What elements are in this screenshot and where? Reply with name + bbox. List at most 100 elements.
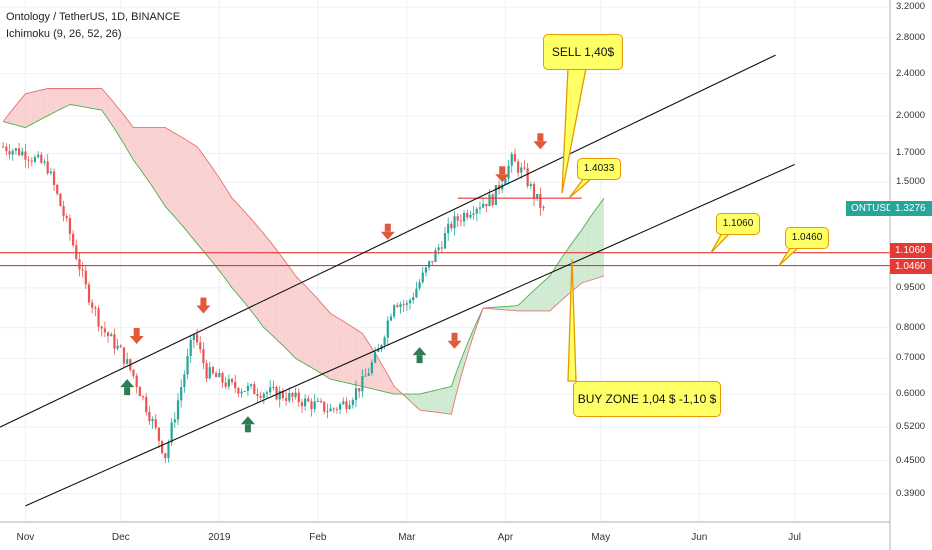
cloud-segment [47,88,51,116]
candle [523,160,526,171]
candle-body [122,347,126,364]
candle-body [304,398,307,407]
candle-body [138,387,141,397]
candle-body [126,359,129,364]
candle-body [40,154,43,163]
cloud-segment [419,393,423,411]
candle [145,393,148,416]
price-tick-label: 0.6000 [896,388,926,400]
candle-body [358,388,361,392]
candle-body [237,388,240,394]
cloud-segment [76,88,80,107]
level-high-tag: 1.1060 [890,243,932,258]
price-tick-label: 0.7000 [896,352,926,364]
cloud-segment [254,222,258,320]
candle [141,395,145,401]
candle [291,391,294,403]
candle [17,142,21,157]
cloud-segment [222,182,226,280]
candle [482,197,485,209]
candle [218,368,221,378]
cloud-segment [394,386,398,395]
candle-body [141,396,145,398]
candle [78,253,81,277]
cloud-segment [123,115,128,150]
cloud-segment [429,391,433,412]
candle-body [316,400,319,402]
label-1-callout: 1.4033 [577,158,621,180]
candle [536,193,539,202]
candle-body [415,288,418,298]
arrow-shaft [133,328,140,337]
cloud-segment [349,325,353,385]
candle [100,325,103,337]
cloud-segment [117,107,121,139]
candle [202,342,205,370]
cloud-segment [594,206,598,279]
cloud-segment [193,144,198,244]
cloud-segment [158,127,163,202]
cloud-segment [343,321,347,383]
arrow-shaft [124,387,131,396]
cloud-segment [534,287,538,311]
cloud-segment [228,193,233,288]
cloud-segment [540,281,544,311]
candle [132,369,135,379]
cloud-segment [136,127,140,169]
candle-body [30,160,33,162]
candle-body [288,393,291,401]
candle-body [27,159,30,161]
time-tick-label: Feb [309,532,327,543]
candle [513,148,517,162]
cloud-segment [441,387,445,414]
candle-body [262,393,265,398]
candle-body [256,394,259,396]
candle-body [59,193,62,207]
cloud-segment [524,296,528,311]
down-arrow-icon [129,328,144,345]
candle-body [5,146,8,152]
cloud-segment [15,101,20,126]
cloud-segment [406,394,411,401]
candle-body [332,408,335,410]
candle-body [491,194,494,205]
chart-title: Ontology / TetherUS, 1D, BINANCE [6,11,181,23]
candle [323,401,326,415]
cloud-segment [416,394,420,411]
down-arrow-icon [495,166,510,183]
candle [453,210,456,236]
cloud-segment [120,111,124,145]
cloud-segment [581,225,585,284]
candle [65,213,68,222]
candle-body [259,395,262,398]
candle [345,397,348,413]
candle-body [402,304,405,306]
cloud-segment [378,358,382,392]
candle-body [56,184,59,194]
candle [81,262,84,278]
cloud-segment [445,387,449,414]
cloud-segment [54,88,58,113]
cloud-segment [232,198,236,292]
cloud-segment [19,97,23,127]
candle-body [208,367,211,379]
candle-body [281,390,284,399]
cloud-segment [336,317,341,382]
candle-body [269,387,272,393]
candle [215,370,218,378]
cloud-segment [578,230,582,286]
candle-body [520,167,523,173]
candle [408,298,412,310]
candle [46,154,49,176]
cloud-segment [340,319,344,383]
candle [126,352,129,365]
candle [37,151,40,159]
cloud-segment [114,103,118,134]
time-tick-label: May [591,532,611,543]
candle [192,333,195,349]
candle [84,265,87,289]
candle [542,205,545,211]
candle-body [116,345,119,349]
arrow-head [380,231,395,240]
